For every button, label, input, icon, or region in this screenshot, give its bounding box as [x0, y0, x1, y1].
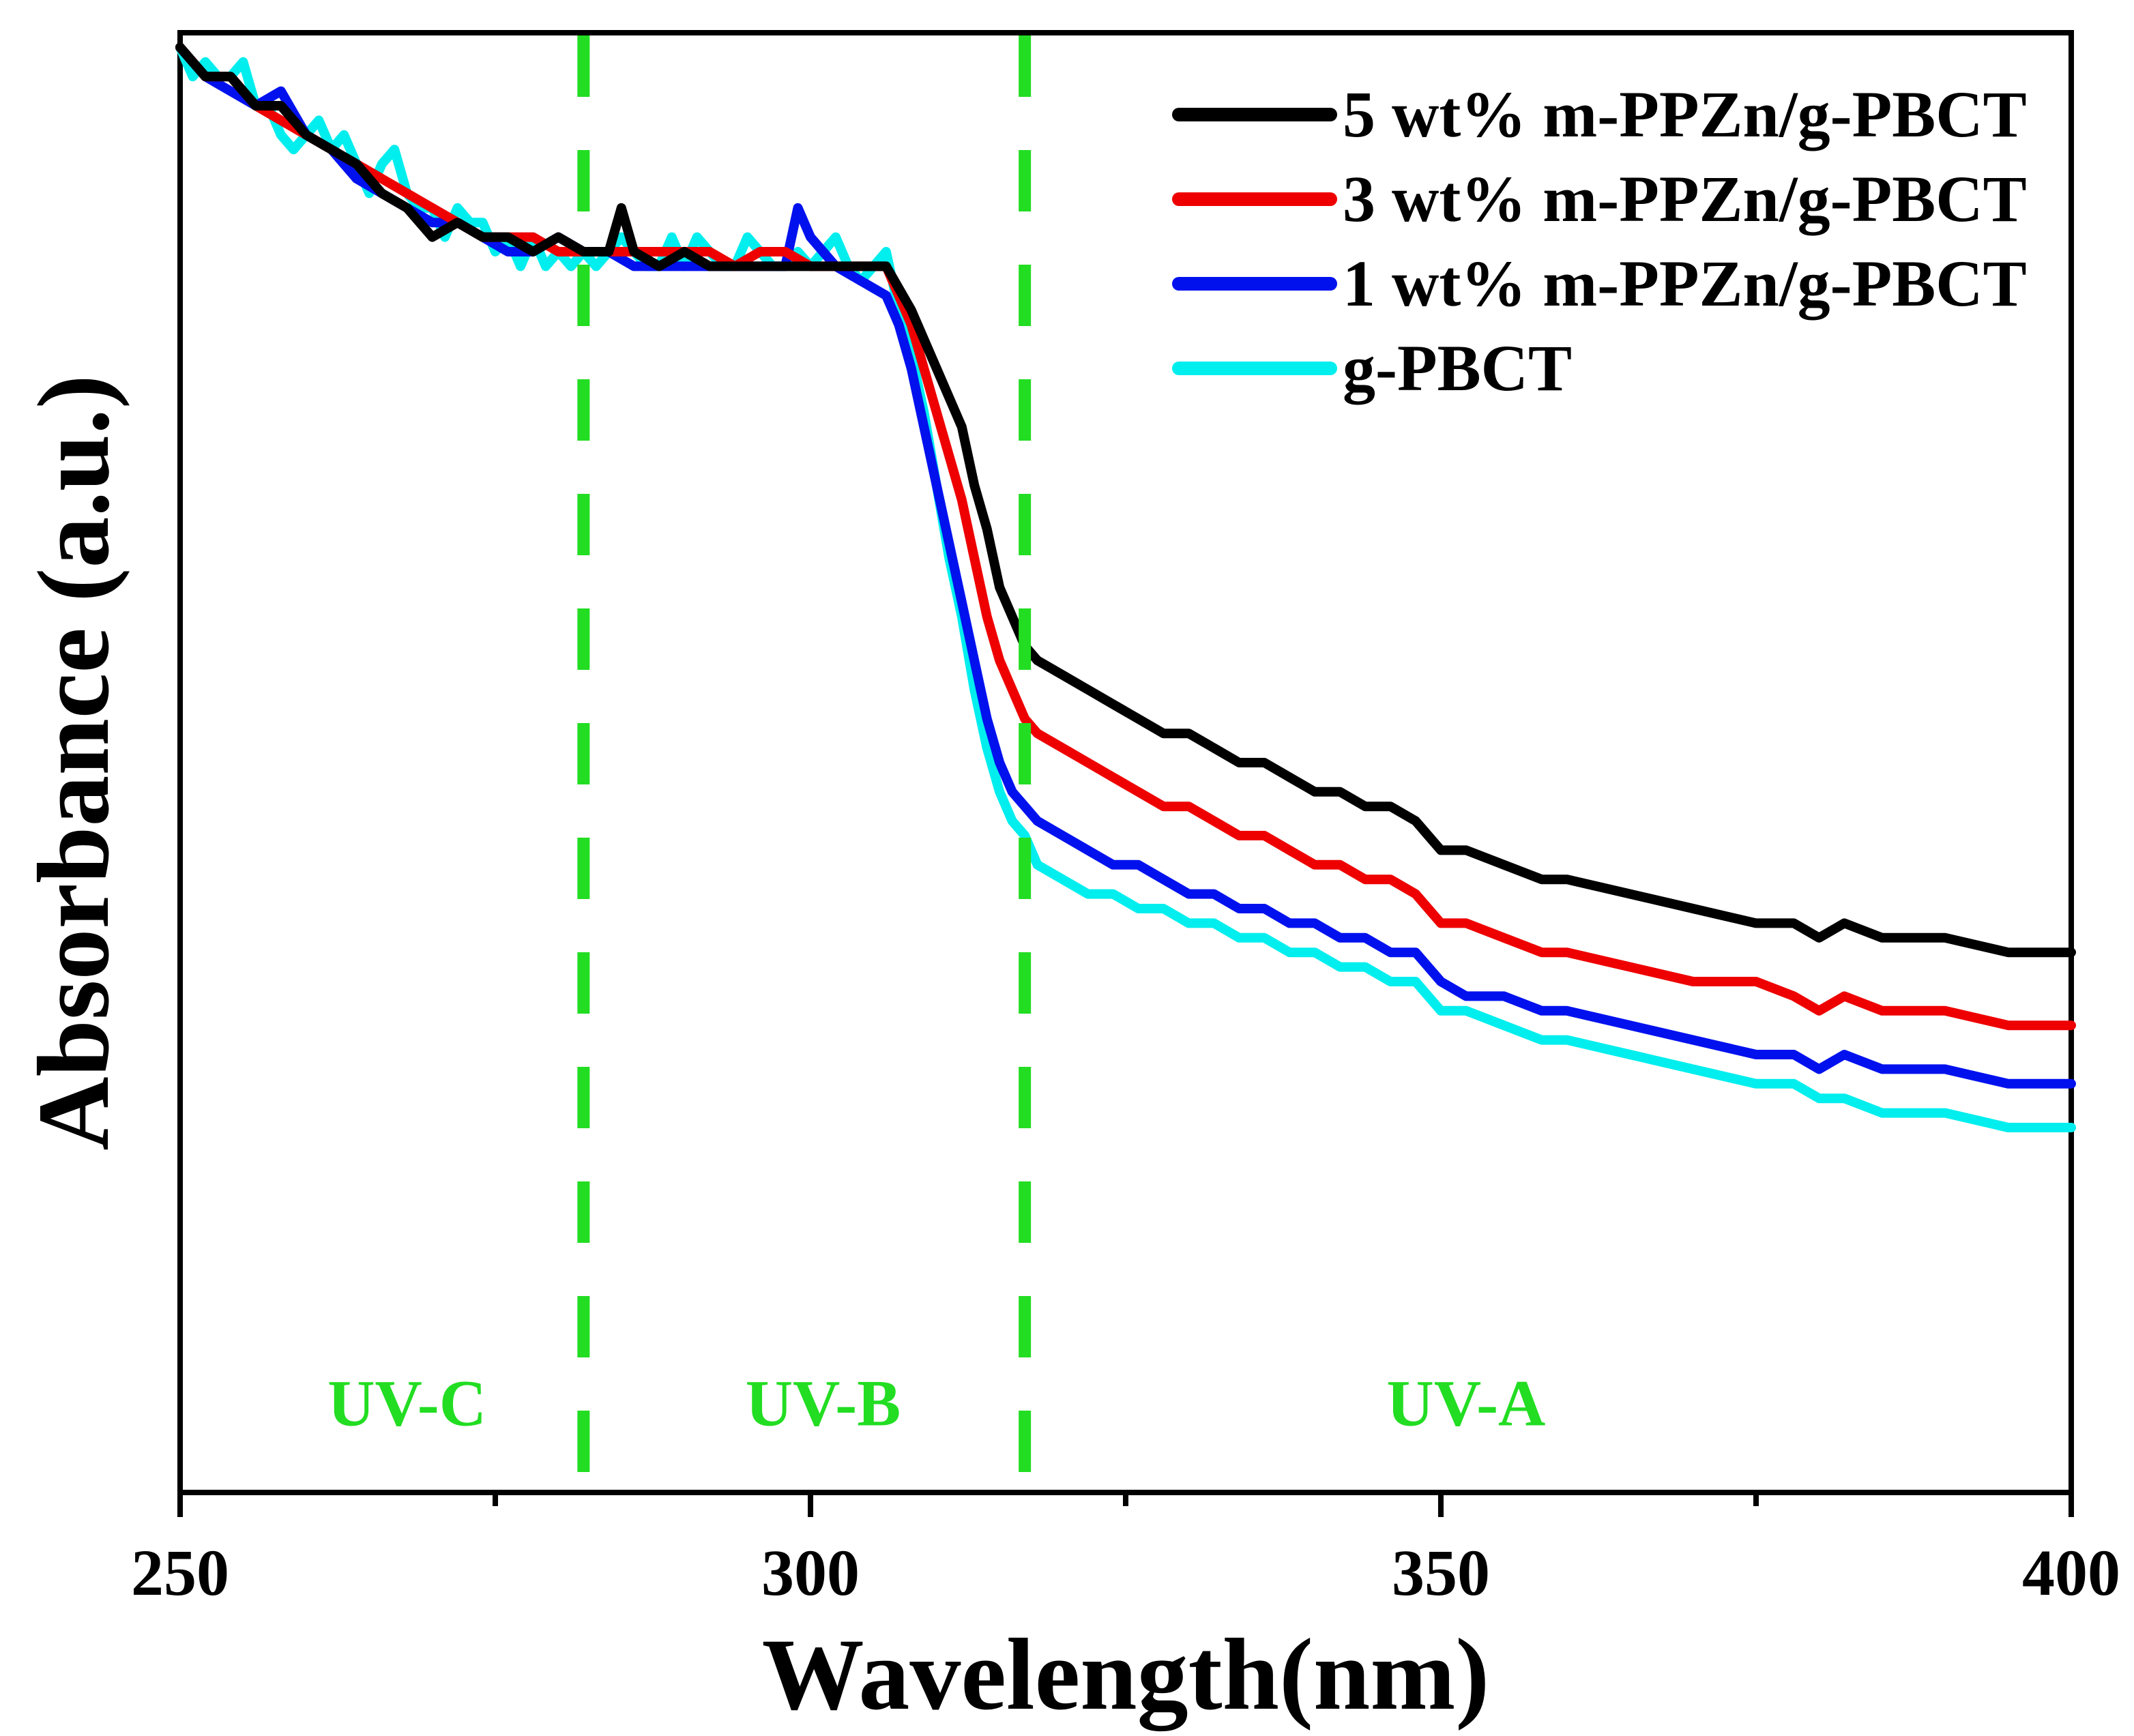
series-layer — [175, 42, 2076, 1132]
uv-region-label-1: UV-B — [746, 1367, 901, 1440]
plot-area — [177, 30, 2074, 1495]
x-axis-label: Wavelength(nm) — [762, 1618, 1490, 1731]
legend: 5 wt% m-PPZn/g-PBCT 3 wt% m-PPZn/g-PBCT 1 … — [1172, 78, 2027, 404]
legend-label-1: 3 wt% m-PPZn/g-PBCT — [1343, 162, 2027, 235]
series-line-0 — [175, 42, 2076, 958]
legend-label-3: g-PBCT — [1343, 332, 1572, 404]
x-tick-label-0: 250 — [131, 1536, 229, 1609]
x-tick-label-2: 350 — [1392, 1536, 1490, 1609]
x-tick-label-3: 400 — [2022, 1536, 2120, 1609]
annotation-layer: UV-C UV-B UV-A — [327, 35, 1545, 1490]
axis-layer: 250 300 350 400 — [131, 1492, 2120, 1609]
legend-label-2: 1 wt% m-PPZn/g-PBCT — [1343, 247, 2027, 320]
x-tick-label-1: 300 — [761, 1536, 860, 1609]
y-axis-label: Absorbance (a.u.) — [17, 374, 130, 1151]
legend-label-0: 5 wt% m-PPZn/g-PBCT — [1343, 78, 2027, 151]
uv-region-label-0: UV-C — [327, 1367, 486, 1440]
uv-region-label-2: UV-A — [1387, 1367, 1546, 1440]
